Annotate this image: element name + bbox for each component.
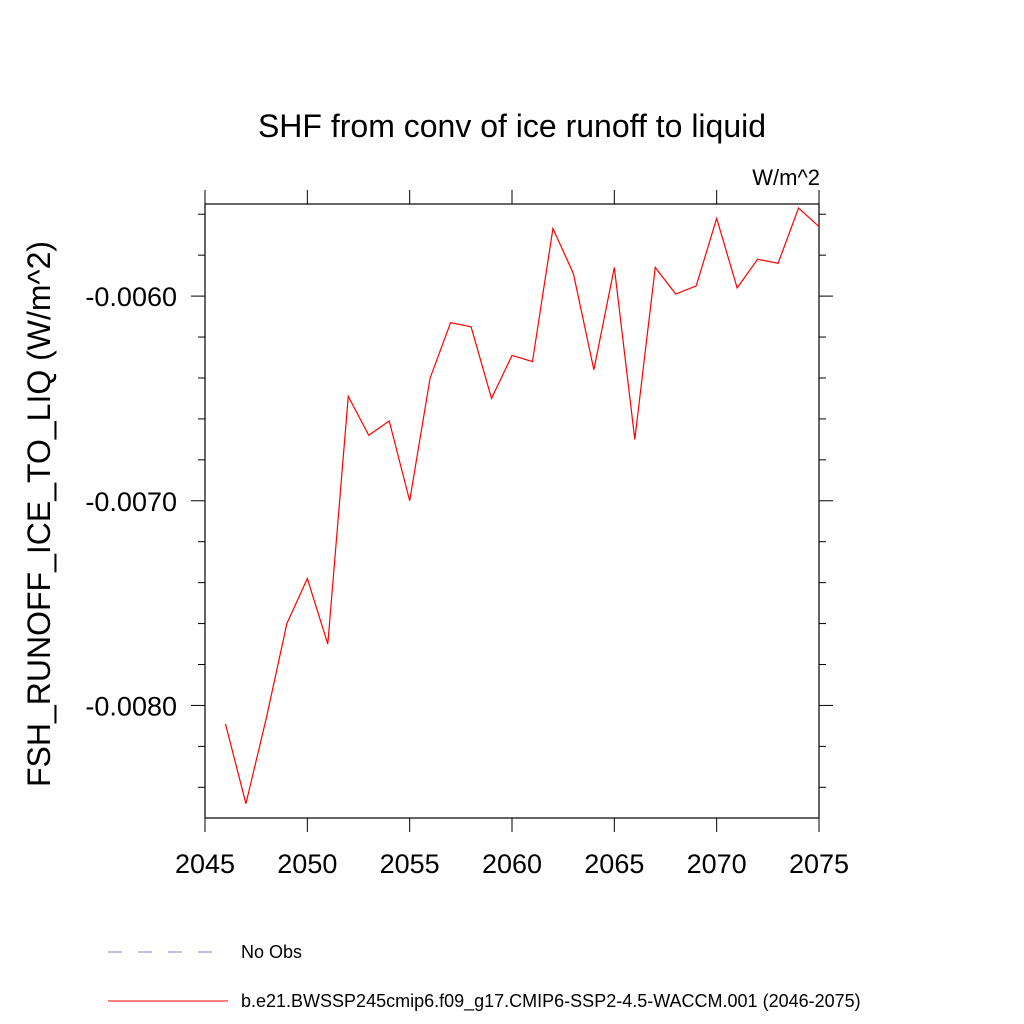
units-label: W/m^2 <box>752 165 820 190</box>
x-tick-label: 2060 <box>482 849 542 879</box>
legend-label: b.e21.BWSSP245cmip6.f09_g17.CMIP6-SSP2-4… <box>241 991 861 1012</box>
chart-title: SHF from conv of ice runoff to liquid <box>258 108 766 144</box>
x-tick-label: 2055 <box>380 849 440 879</box>
series-group <box>224 207 820 804</box>
y-axis: -0.0080 -0.0070 -0.0060 <box>85 213 833 788</box>
y-tick-label: -0.0070 <box>85 487 177 517</box>
x-tick-label: 2045 <box>175 849 235 879</box>
x-tick-label: 2070 <box>687 849 747 879</box>
y-tick-label: -0.0060 <box>85 282 177 312</box>
legend-label: No Obs <box>241 942 302 962</box>
x-tick-label: 2050 <box>277 849 337 879</box>
plot-frame <box>204 203 820 819</box>
y-axis-title: FSH_RUNOFF_ICE_TO_LIQ (W/m^2) <box>21 241 57 787</box>
x-tick-label: 2075 <box>789 849 849 879</box>
legend: No Obs b.e21.BWSSP245cmip6.f09_g17.CMIP6-… <box>108 942 861 1012</box>
series-line <box>224 207 820 804</box>
y-tick-label: -0.0080 <box>85 691 177 721</box>
x-axis: 2045 2050 2055 2060 2065 2070 2075 <box>175 190 849 879</box>
x-tick-label: 2065 <box>584 849 644 879</box>
